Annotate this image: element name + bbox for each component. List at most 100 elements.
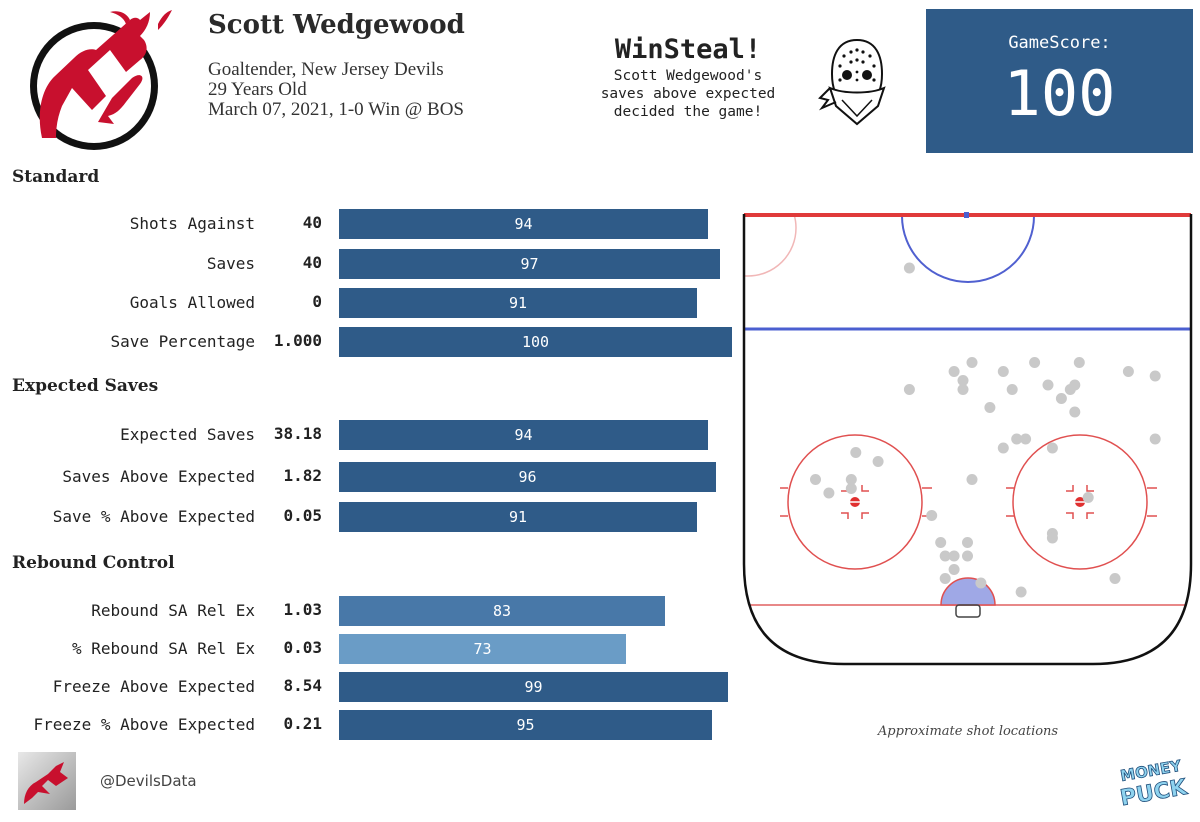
gamescore-value: 100 xyxy=(1003,57,1116,130)
winsteal-description: Scott Wedgewood's saves above expected d… xyxy=(588,67,788,121)
shot-point xyxy=(850,447,862,458)
shot-location-rink xyxy=(742,212,1193,666)
stat-label: Freeze Above Expected xyxy=(52,677,255,696)
percentile-label: 91 xyxy=(508,508,528,526)
goalie-mask-icon xyxy=(818,38,886,126)
shot-point xyxy=(1029,357,1041,368)
shot-point xyxy=(1069,406,1081,418)
percentile-label: 95 xyxy=(516,716,535,734)
stat-value: 0.03 xyxy=(283,638,322,657)
percentile-bar: 97 xyxy=(339,249,720,279)
section-title: Rebound Control xyxy=(12,553,175,573)
stat-label: Rebound SA Rel Ex xyxy=(91,601,255,620)
game-info: March 07, 2021, 1-0 Win @ BOS xyxy=(208,99,464,120)
percentile-bar: 95 xyxy=(339,710,712,740)
shot-point xyxy=(997,366,1009,377)
shot-point xyxy=(1082,492,1094,503)
shot-point xyxy=(926,510,938,521)
winsteal-title: WinSteal! xyxy=(614,34,762,65)
shot-point xyxy=(966,474,978,485)
devils-logo xyxy=(30,10,172,150)
section-title: Expected Saves xyxy=(12,376,159,396)
percentile-label: 94 xyxy=(514,426,533,444)
shot-point xyxy=(1073,357,1085,368)
percentile-bar: 83 xyxy=(339,596,665,626)
player-name: Scott Wedgewood xyxy=(208,10,465,40)
stat-value: 0 xyxy=(312,292,322,311)
percentile-bar: 73 xyxy=(339,634,626,664)
stat-label: Goals Allowed xyxy=(129,293,255,312)
winsteal-line-1: Scott Wedgewood's xyxy=(613,68,763,84)
stat-value: 8.54 xyxy=(283,676,322,695)
shot-point xyxy=(948,366,960,377)
section-title: Standard xyxy=(12,167,100,187)
stat-label: Saves xyxy=(206,254,255,273)
percentile-bar: 91 xyxy=(339,502,697,532)
stat-value: 40 xyxy=(302,253,322,272)
shot-point xyxy=(1064,384,1076,395)
stat-label: Save % Above Expected xyxy=(52,507,255,526)
shot-point xyxy=(1149,370,1161,382)
percentile-bar: 94 xyxy=(339,420,708,450)
stat-value: 1.000 xyxy=(273,331,322,350)
shot-point xyxy=(903,384,915,395)
shot-point xyxy=(984,402,996,413)
percentile-bar: 99 xyxy=(339,672,728,702)
shot-point xyxy=(845,474,857,485)
shot-point xyxy=(966,357,978,368)
shot-point xyxy=(1006,384,1018,395)
player-age: 29 Years Old xyxy=(208,79,307,100)
stat-value: 1.03 xyxy=(283,600,322,619)
stat-value: 1.82 xyxy=(283,466,322,485)
shot-point xyxy=(939,550,951,562)
stat-label: Save Percentage xyxy=(110,332,256,351)
shot-point xyxy=(962,550,973,562)
shot-point xyxy=(1020,433,1032,445)
shot-point xyxy=(1055,393,1067,404)
shot-point xyxy=(1046,532,1058,544)
winsteal-line-2: saves above expected xyxy=(600,86,776,102)
percentile-label: 96 xyxy=(518,468,537,486)
stat-label: Shots Against xyxy=(129,214,255,233)
shot-point xyxy=(997,442,1009,454)
shot-point xyxy=(1149,433,1161,445)
percentile-bar: 94 xyxy=(339,209,708,239)
shot-point xyxy=(957,384,969,395)
stat-value: 0.05 xyxy=(283,506,322,525)
shot-point xyxy=(935,537,947,548)
percentile-label: 94 xyxy=(514,215,533,233)
shot-point xyxy=(1109,573,1121,584)
percentile-bar: 96 xyxy=(339,462,716,492)
shot-point xyxy=(975,577,987,589)
twitter-handle: @DevilsData xyxy=(100,772,197,790)
shot-point xyxy=(939,573,951,584)
stat-label: Freeze % Above Expected xyxy=(33,715,255,734)
moneypuck-logo: MONEY PUCK xyxy=(1118,756,1190,812)
shot-point xyxy=(1046,442,1058,454)
shot-point xyxy=(957,375,969,386)
winsteal-block: WinSteal! Scott Wedgewood's saves above … xyxy=(588,34,788,121)
percentile-label: 99 xyxy=(524,678,543,696)
shot-point xyxy=(1015,586,1027,598)
shot-point xyxy=(948,564,960,575)
shot-point xyxy=(1122,366,1134,377)
shot-point xyxy=(948,550,960,562)
shot-point xyxy=(810,474,821,485)
percentile-label: 100 xyxy=(521,333,550,351)
stat-value: 0.21 xyxy=(283,714,322,733)
shot-point xyxy=(1042,379,1054,391)
shot-point xyxy=(1011,433,1023,445)
percentile-label: 83 xyxy=(492,602,512,620)
percentile-label: 91 xyxy=(508,294,528,312)
devils-small-logo xyxy=(18,752,76,810)
stat-label: Saves Above Expected xyxy=(62,467,255,486)
percentile-label: 73 xyxy=(473,640,492,658)
stat-label: % Rebound SA Rel Ex xyxy=(71,639,255,658)
percentile-bar: 91 xyxy=(339,288,697,318)
gamescore-label: GameScore: xyxy=(1008,33,1111,53)
stat-value: 38.18 xyxy=(273,424,322,443)
player-position-team: Goaltender, New Jersey Devils xyxy=(208,59,444,80)
shot-point xyxy=(872,456,884,467)
shot-point xyxy=(903,262,915,274)
shot-point xyxy=(823,487,835,499)
